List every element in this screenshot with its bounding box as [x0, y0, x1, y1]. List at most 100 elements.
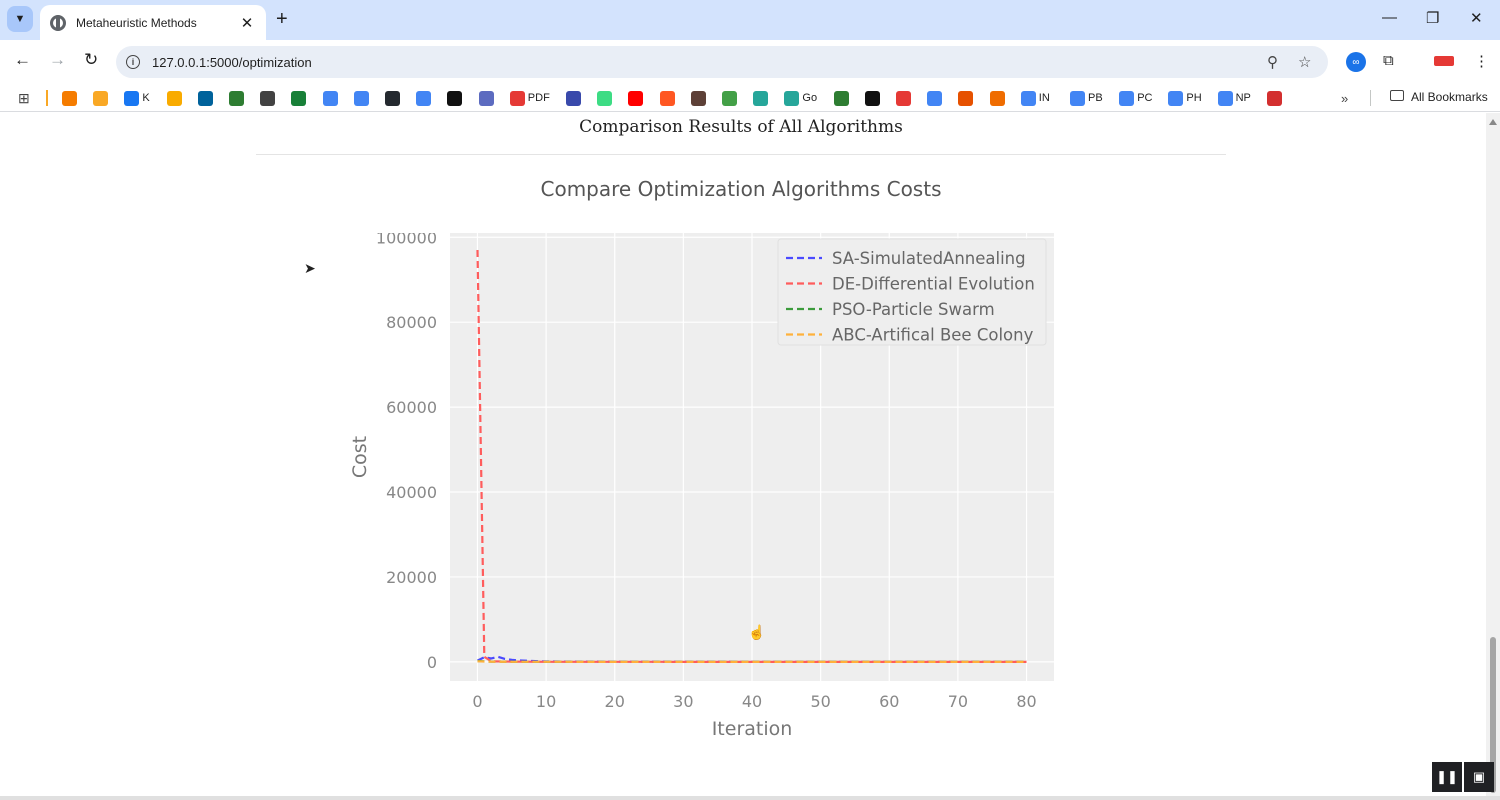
bookmark-label: PH: [1186, 92, 1202, 104]
extension-infinity-icon[interactable]: ∞: [1346, 52, 1366, 72]
bookmark-item[interactable]: [229, 90, 247, 106]
legend-box: [777, 238, 1047, 346]
extension-red-icon[interactable]: [1434, 56, 1454, 66]
series-line: [476, 249, 1027, 663]
chart-title: Compare Optimization Algorithms Costs: [540, 177, 942, 201]
bookmark-item[interactable]: [291, 90, 309, 106]
globe-icon: [260, 90, 276, 106]
series-line: [477, 660, 1027, 663]
bookmark-item[interactable]: [989, 90, 1008, 106]
apps-grid-icon[interactable]: ⊞: [18, 89, 30, 106]
new-tab-button[interactable]: +: [276, 8, 288, 30]
picture-in-picture-icon[interactable]: ▣: [1464, 762, 1494, 792]
address-bar[interactable]: i 127.0.0.1:5000/optimization ⚲ ☆: [116, 46, 1328, 78]
google-icon: [1119, 90, 1135, 106]
x-tick-label: 20: [605, 692, 625, 711]
x-tick-label: 60: [879, 692, 899, 711]
tab-active[interactable]: Metaheuristic Methods ✕: [40, 5, 266, 40]
bookmark-item[interactable]: [958, 90, 976, 106]
bookmark-item[interactable]: [566, 90, 584, 106]
tab-search-button[interactable]: ▼: [7, 6, 33, 32]
bookmark-item[interactable]: PH: [1168, 90, 1202, 106]
ring-icon: [722, 90, 737, 106]
section-title: Comparison Results of All Algorithms: [579, 117, 903, 137]
cl-icon: [864, 90, 880, 106]
ieee-icon: [197, 90, 213, 106]
close-window-icon[interactable]: ✕: [1470, 10, 1483, 27]
cost-line-chart: 0 10 20 30 40 50 60 70 80 0 20000 40000 60000 80000 10…: [349, 233, 1054, 740]
folder-icon: [1390, 90, 1404, 101]
y-axis-label: Cost: [349, 436, 371, 478]
bookmark-item[interactable]: [864, 90, 883, 106]
reload-icon[interactable]: ↻: [84, 50, 99, 69]
legend-entry: DE-Differential Evolution: [832, 275, 1035, 294]
bookmark-item[interactable]: [478, 90, 497, 106]
forward-icon[interactable]: →: [49, 50, 66, 69]
google-icon: [1217, 90, 1233, 106]
bookmark-item[interactable]: [896, 90, 914, 106]
bookmark-item[interactable]: [260, 90, 278, 106]
plus-icon: [291, 90, 307, 106]
bookmark-item[interactable]: [628, 90, 646, 106]
scroll-up-icon[interactable]: [1489, 119, 1497, 125]
legend-entry: PSO-Particle Swarm: [832, 300, 995, 319]
site-info-icon[interactable]: i: [126, 55, 140, 69]
bookmark-item[interactable]: [597, 90, 615, 106]
bookmark-item[interactable]: PC: [1119, 90, 1152, 106]
google-icon: [322, 90, 338, 106]
bookmark-star-icon[interactable]: ☆: [1298, 54, 1312, 71]
pause-icon[interactable]: ❚❚: [1432, 762, 1462, 792]
page-scrollbar[interactable]: [1486, 113, 1500, 796]
all-bookmarks-button[interactable]: All Bookmarks: [1411, 90, 1488, 104]
x-tick-label: 80: [1016, 692, 1036, 711]
analytics-icon: [166, 90, 182, 106]
youtube-icon: [628, 90, 644, 106]
bookmark-item[interactable]: NP: [1217, 90, 1251, 106]
scroll-thumb[interactable]: [1490, 637, 1496, 793]
bookmark-item[interactable]: PB: [1070, 90, 1103, 106]
extensions-puzzle-icon[interactable]: ⧉: [1383, 52, 1394, 69]
y-tick-label: 60000: [386, 398, 437, 417]
globe-icon: [50, 14, 66, 31]
more-bookmarks-icon[interactable]: »: [1341, 90, 1349, 106]
bookmark-item[interactable]: [833, 90, 852, 106]
bookmark-item[interactable]: [93, 90, 111, 106]
bookmark-item[interactable]: [659, 90, 678, 106]
bookmark-item[interactable]: [927, 90, 945, 106]
menu-kebab-icon[interactable]: ⋮: [1474, 53, 1489, 70]
bookmark-item[interactable]: [166, 90, 185, 106]
bookmark-label: Go: [802, 92, 818, 104]
back-icon[interactable]: ←: [14, 50, 31, 69]
close-tab-icon[interactable]: ✕: [240, 14, 254, 32]
bookmark-item[interactable]: [1266, 90, 1285, 106]
y-tick-label: 20000: [386, 568, 437, 587]
bookmark-item[interactable]: [416, 90, 434, 106]
y-tick-label: 40000: [386, 483, 437, 502]
bookmark-item[interactable]: PDF: [509, 90, 550, 106]
bookmark-item[interactable]: [722, 90, 740, 106]
bookmark-item[interactable]: [753, 90, 771, 106]
pdf-icon: [509, 90, 525, 106]
bookmark-item[interactable]: K: [124, 90, 150, 106]
google-icon: [1020, 90, 1036, 106]
bookmark-item[interactable]: [690, 90, 709, 106]
bookmark-label: NP: [1235, 92, 1251, 104]
bookmark-item[interactable]: Go: [784, 90, 817, 106]
page-content: Comparison Results of All Algorithms Com…: [0, 113, 1486, 796]
bookmark-item[interactable]: [197, 90, 216, 106]
mouse-pointer-icon: ➤: [304, 260, 316, 276]
zoom-icon[interactable]: ⚲: [1267, 54, 1278, 71]
google-icon: [416, 90, 432, 106]
bookmark-item[interactable]: [353, 90, 372, 106]
minimize-icon[interactable]: —: [1382, 9, 1397, 26]
bookmark-item[interactable]: [62, 90, 80, 106]
url-text[interactable]: 127.0.0.1:5000/optimization: [152, 54, 312, 70]
restore-icon[interactable]: ❐: [1426, 10, 1440, 27]
bookmark-item[interactable]: IN: [1020, 90, 1050, 106]
facebook-icon: [124, 90, 140, 106]
bookmark-item[interactable]: [385, 90, 403, 106]
bookmark-item[interactable]: [447, 90, 465, 106]
tab-strip: ▼ Metaheuristic Methods ✕ + — ❐ ✕: [0, 0, 1500, 40]
window-bottom-edge: [0, 796, 1500, 800]
bookmark-item[interactable]: [322, 90, 341, 106]
